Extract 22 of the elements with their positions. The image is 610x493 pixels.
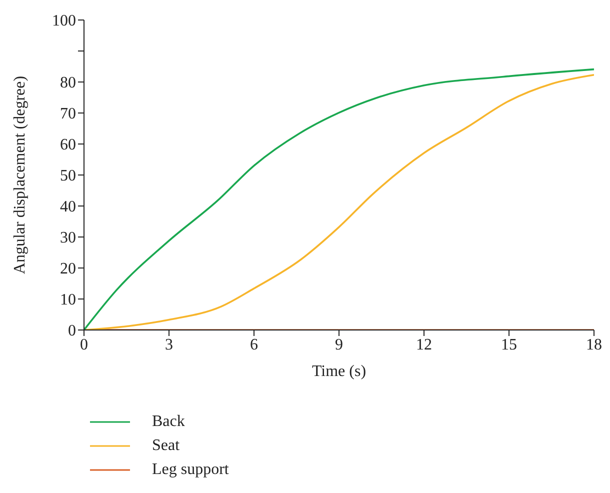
x-tick-label: 9 — [335, 336, 343, 354]
x-tick-label: 15 — [501, 336, 517, 354]
y-tick-label: 70 — [60, 106, 76, 123]
legend-label: Back — [152, 413, 185, 431]
y-tick-label: 100 — [52, 12, 76, 30]
y-tick-label: 80 — [60, 74, 76, 92]
x-tick-label: 3 — [165, 336, 173, 354]
y-axis-title: Angular displacement (degree) — [12, 76, 28, 274]
x-tick-label: 0 — [80, 336, 88, 354]
y-tick-label: 30 — [60, 230, 76, 247]
x-tick-label: 6 — [250, 336, 258, 354]
y-tick-label: 60 — [60, 136, 76, 154]
y-tick-label: 10 — [60, 292, 76, 309]
y-tick-label: 50 — [60, 168, 76, 185]
y-tick-label: 0 — [68, 322, 76, 340]
y-tick-label: 20 — [60, 260, 76, 278]
x-tick-label: 18 — [586, 336, 602, 354]
y-tick-label: 40 — [60, 198, 76, 216]
legend-label: Leg support — [152, 461, 229, 479]
legend-label: Seat — [152, 437, 180, 455]
x-axis-title: Time (s) — [312, 363, 366, 380]
x-tick-label: 12 — [416, 336, 432, 354]
